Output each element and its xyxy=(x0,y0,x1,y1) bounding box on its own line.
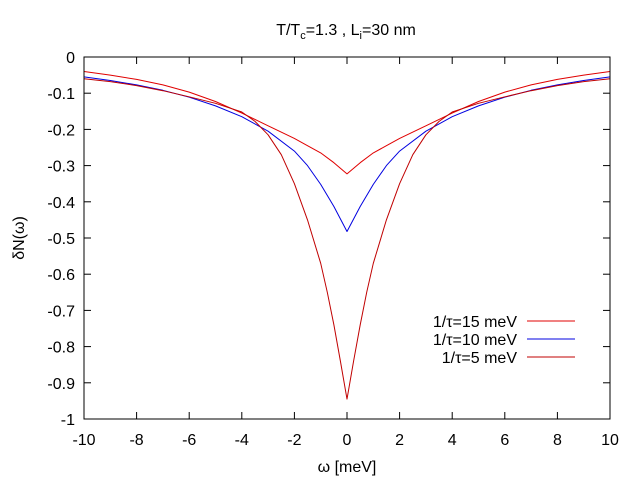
title-middle-subscript: i xyxy=(360,30,362,42)
x-tick-label: -2 xyxy=(287,432,301,449)
y-tick-label: -0.6 xyxy=(47,267,75,284)
y-tick-label: -1 xyxy=(61,412,75,429)
x-tick-label: -8 xyxy=(129,432,143,449)
title-prefix-subscript: c xyxy=(300,30,306,42)
plot-frame xyxy=(83,56,611,420)
x-tick-label: -6 xyxy=(182,432,196,449)
y-tick-label: -0.2 xyxy=(47,122,75,139)
legend-label-3: 1/τ=5 meV xyxy=(442,350,518,367)
series-line-3 xyxy=(84,78,610,400)
x-tick-label: 4 xyxy=(448,432,457,449)
x-tick-label: 0 xyxy=(343,432,352,449)
x-tick-label: 6 xyxy=(500,432,509,449)
legend-label-1: 1/τ=15 meV xyxy=(433,314,517,331)
legend-label-2: 1/τ=10 meV xyxy=(433,332,517,349)
y-tick-label: 0 xyxy=(66,50,75,67)
x-tick-label: 8 xyxy=(553,432,562,449)
y-tick-label: -0.3 xyxy=(47,159,75,176)
y-tick-label: -0.8 xyxy=(47,340,75,357)
y-tick-label: -0.9 xyxy=(47,376,75,393)
axis-ticks: -10 -8 -6 -4 -2 0 2 4 6 8 10 0 -0.1 -0.2 -0.3 -0.4 -0.5 -… xyxy=(47,50,619,449)
x-tick-label: -10 xyxy=(72,432,95,449)
x-axis-label: ω [meV] xyxy=(318,459,377,476)
series-line-2 xyxy=(84,76,610,232)
title-suffix: =30 nm xyxy=(362,22,416,39)
y-tick-label: -0.5 xyxy=(47,231,75,248)
chart-title: T/Tc=1.3 , Li=30 nm xyxy=(276,22,416,42)
series-line-1 xyxy=(84,71,610,175)
x-tick-label: -4 xyxy=(235,432,249,449)
title-middle: =1.3 , L xyxy=(306,22,360,39)
x-tick-label: 2 xyxy=(395,432,404,449)
y-tick-label: -0.4 xyxy=(47,195,75,212)
y-axis-label: δN(ω) xyxy=(11,216,28,260)
title-prefix: T/T xyxy=(276,22,300,39)
y-tick-label: -0.1 xyxy=(47,86,75,103)
series-lines xyxy=(84,71,610,400)
y-tick-label: -0.7 xyxy=(47,303,75,320)
x-tick-label: 10 xyxy=(601,432,619,449)
